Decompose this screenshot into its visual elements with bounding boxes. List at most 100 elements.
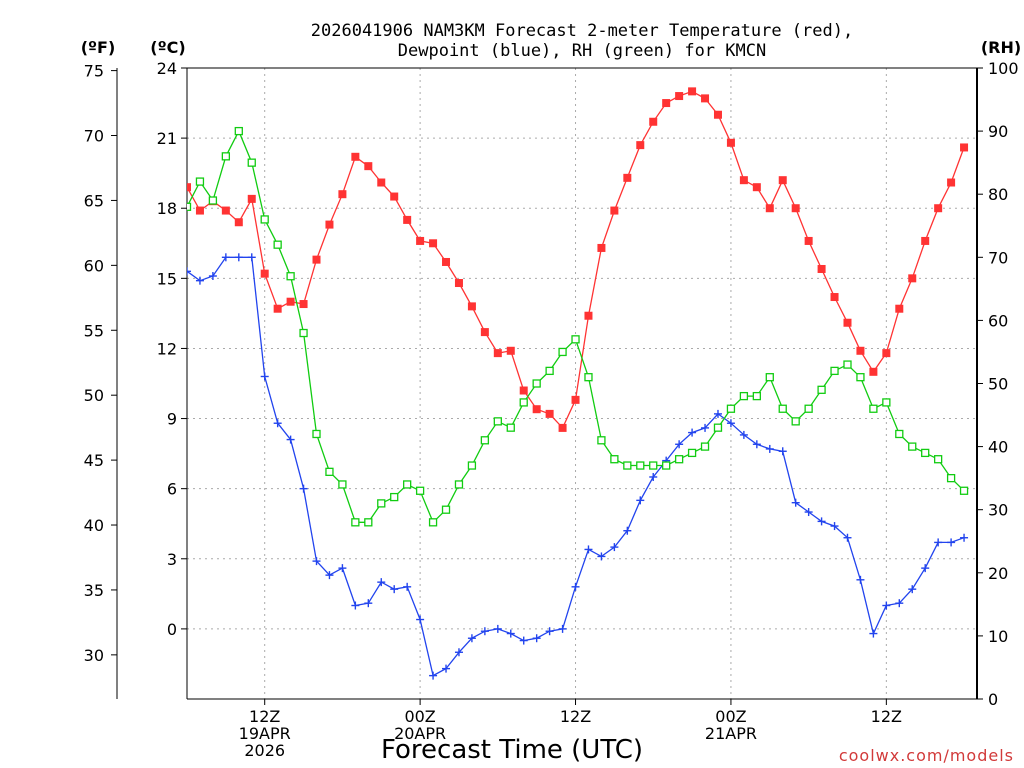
celsius-tick-label: 3: [167, 550, 177, 569]
dewpoint-point: [947, 538, 956, 547]
temperature-point: [791, 204, 800, 213]
temperature-point: [506, 346, 515, 355]
dewpoint-point: [817, 517, 826, 526]
rh-point: [558, 347, 567, 357]
temperature-point: [726, 138, 735, 147]
dewpoint-point: [377, 578, 386, 587]
temperature-point: [364, 162, 373, 171]
rh-point: [662, 461, 671, 470]
rh-point: [260, 215, 269, 224]
dewpoint-point: [713, 409, 722, 418]
x-tick-label: 00Z: [404, 707, 435, 726]
temperature-point: [299, 300, 308, 309]
dewpoint-point: [688, 428, 697, 437]
dewpoint-point: [882, 601, 891, 610]
dewpoint-point: [623, 526, 632, 535]
dewpoint-point: [338, 564, 347, 573]
temperature-point: [921, 236, 930, 245]
temperature-point: [856, 346, 865, 355]
rh-point: [817, 385, 826, 394]
dewpoint-point: [778, 447, 787, 456]
dewpoint-point: [493, 624, 502, 633]
temperature-point: [532, 405, 541, 414]
rh-point: [843, 360, 852, 369]
rh-point: [674, 455, 684, 464]
fahrenheit-unit-label: (ºF): [81, 38, 116, 57]
dewpoint-point: [195, 276, 204, 285]
temperature-point: [895, 304, 904, 313]
x-tick-label: 19APR: [239, 724, 291, 743]
temperature-point: [480, 328, 489, 337]
rh-point: [959, 486, 969, 495]
credit-text: coolwx.com/models: [839, 746, 1014, 765]
rh-point: [610, 455, 619, 464]
rh-point: [765, 373, 774, 382]
dewpoint-point: [649, 472, 658, 481]
rh-point: [506, 423, 515, 432]
axes: 2421181512963075706560555045403530100908…: [84, 59, 1019, 709]
dewpoint-point: [791, 498, 800, 507]
dewpoint-point: [260, 372, 269, 381]
temperature-point: [403, 215, 412, 224]
dewpoint-point: [895, 599, 904, 608]
dewpoint-point: [519, 636, 528, 645]
rh-point: [187, 202, 192, 211]
rh-tick-label: 70: [988, 248, 1008, 267]
dewpoint-point: [804, 508, 813, 517]
rh-point: [286, 272, 295, 281]
celsius-tick-label: 12: [157, 339, 177, 358]
temperature-point: [338, 190, 347, 199]
temperature-point: [545, 409, 554, 418]
temperature-point: [234, 218, 243, 227]
rh-point: [804, 404, 813, 413]
rh-point: [532, 379, 541, 388]
rh-point: [351, 518, 360, 527]
rh-point: [946, 473, 956, 483]
dewpoint-point: [442, 664, 451, 673]
temperature-point: [571, 395, 580, 404]
rh-point: [830, 366, 839, 376]
series-rh: [187, 126, 969, 527]
rh-point: [869, 404, 878, 413]
temperature-point: [454, 279, 463, 288]
rh-point: [856, 373, 865, 382]
rh-point: [778, 404, 787, 413]
chart-title-line1: 2026041906 NAM3KM Forecast 2-meter Tempe…: [311, 21, 853, 41]
rh-tick-label: 60: [988, 311, 1008, 330]
temperature-point: [688, 87, 697, 96]
fahrenheit-tick-label: 75: [84, 62, 104, 81]
rh-point: [700, 442, 710, 451]
temperature-point: [390, 192, 399, 201]
temperature-point: [843, 318, 852, 327]
series-group: [187, 87, 969, 680]
rh-point: [312, 429, 321, 439]
rh-point: [338, 480, 347, 489]
rh-point: [234, 126, 243, 136]
series-dewpoint: [187, 253, 969, 680]
rh-point: [325, 467, 334, 476]
temperature-point: [713, 110, 722, 119]
rh-point: [584, 373, 593, 382]
rh-point: [752, 391, 761, 401]
dewpoint-point: [286, 435, 295, 444]
fahrenheit-tick-label: 40: [84, 516, 104, 535]
temperature-point: [429, 239, 438, 248]
fahrenheit-tick-label: 60: [84, 256, 104, 275]
rh-point: [687, 448, 697, 458]
temperature-point: [817, 264, 826, 273]
temperature-point: [752, 183, 761, 192]
rh-point: [649, 461, 658, 470]
dewpoint-point: [934, 538, 943, 547]
dewpoint-point: [739, 430, 748, 439]
rh-tick-label: 100: [988, 59, 1019, 78]
celsius-tick-label: 0: [167, 620, 177, 639]
celsius-tick-label: 18: [157, 199, 177, 218]
rh-tick-label: 40: [988, 438, 1008, 457]
rh-tick-label: 0: [988, 690, 998, 709]
dewpoint-point: [545, 627, 554, 636]
rh-point: [933, 455, 943, 464]
rh-point: [519, 398, 528, 407]
dewpoint-point: [921, 564, 930, 573]
